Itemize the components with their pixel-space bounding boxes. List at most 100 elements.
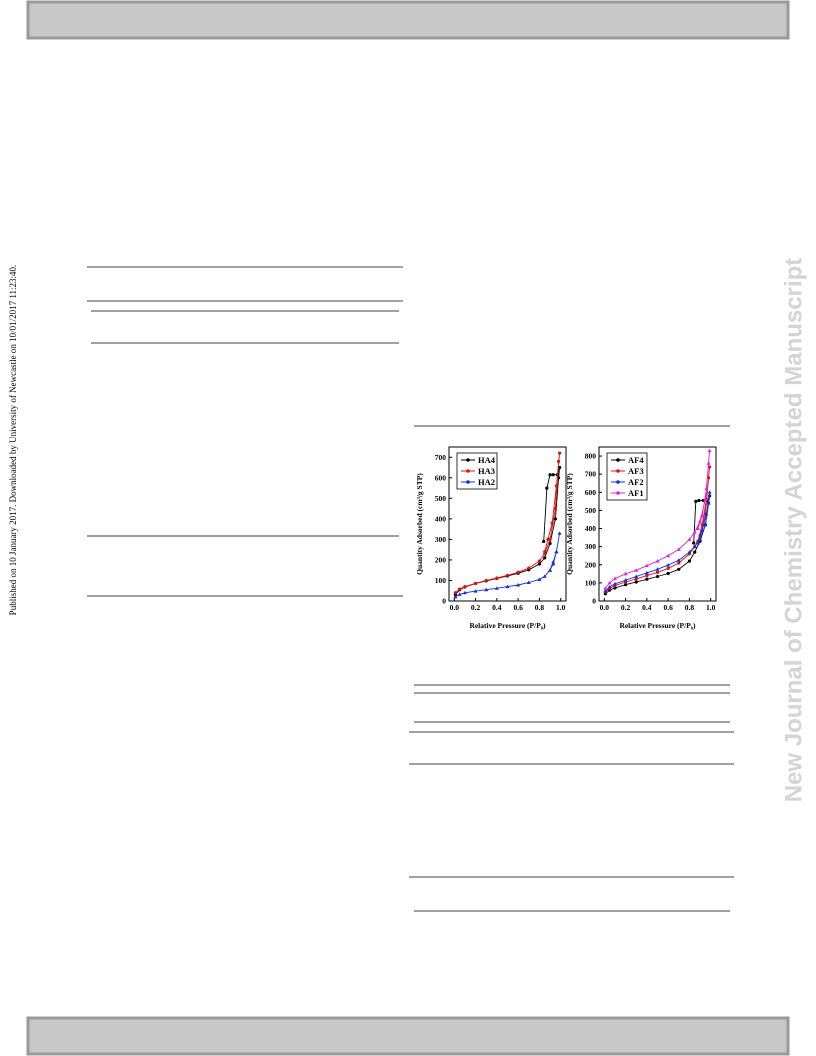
point [703,497,708,502]
point [484,578,488,583]
point [526,580,531,585]
x-tick-label: 0.2 [621,603,631,612]
point [634,568,639,572]
point [551,562,556,566]
point [706,501,711,505]
y-tick-label: 300 [435,535,447,544]
point [453,594,458,599]
point [676,558,681,562]
point [546,537,550,542]
point [695,541,700,545]
point [687,550,692,554]
point [693,550,697,554]
series-line [605,492,711,592]
point [623,578,628,582]
point [687,537,692,541]
point [494,586,499,590]
point [708,465,712,469]
legend-marker [466,480,470,484]
x-tick-label: 1.0 [556,603,566,612]
plot-frame [598,446,717,602]
y-tick-label: 500 [585,506,597,515]
point [463,585,467,589]
point [692,541,696,545]
point [695,526,700,531]
legend-label: AF4 [628,455,644,465]
point [612,576,617,580]
watermark: New Journal of Chemistry Accepted Manusc… [780,258,807,803]
point [551,473,555,477]
point [645,574,649,578]
point [505,584,510,589]
y-axis-label: Quantity Adsorbed (cm³/g STP) [415,473,424,575]
point [462,590,467,595]
series-line [605,466,711,593]
point [453,591,457,595]
legend-box [456,452,498,490]
point [607,580,612,585]
point [543,556,547,560]
y-tick-label: 700 [435,453,447,462]
y-tick-label: 100 [585,578,597,587]
x-tick-label: 0.6 [663,603,673,612]
y-tick-label: 500 [435,494,447,503]
point [554,549,559,554]
point [607,584,612,589]
x-tick-label: 1.0 [706,603,716,612]
table-rules [87,266,734,912]
x-tick-label: 0.4 [492,603,502,612]
point [473,589,478,593]
header-bar [26,0,790,40]
point [484,587,489,592]
point [666,566,670,570]
point [537,559,542,563]
point [537,562,542,566]
point [666,553,671,558]
point [457,592,462,596]
point [655,567,660,571]
point [551,559,556,564]
series-line [455,533,561,598]
point [645,577,649,581]
y-axis-label: Quantity Adsorbed (cm³/g STP) [565,473,574,575]
series-line [605,450,711,589]
point [542,539,546,544]
series-line [605,495,711,595]
point [558,465,562,470]
point [553,507,557,511]
point [603,586,608,590]
x-tick-label: 0.6 [513,603,523,612]
y-tick-label: 400 [585,524,597,533]
point [655,559,660,563]
point [644,570,649,575]
legend-marker [616,458,620,462]
point [677,561,681,565]
x-axis-label: Relative Pressure (P/P₀) [619,621,696,630]
point [698,537,703,541]
point [697,498,701,503]
point [634,574,639,579]
point [548,473,552,477]
point [537,577,542,581]
point [704,512,709,516]
legend-marker [616,469,620,473]
point [706,461,711,465]
point [692,530,697,534]
point [545,486,549,490]
point [623,571,628,576]
point [542,574,547,578]
legend-marker [466,458,470,462]
point [644,563,649,568]
legend-label: AF3 [628,466,644,476]
point [623,583,628,587]
point [543,550,547,554]
legend-label: HA3 [478,466,495,476]
point [553,517,557,521]
point [677,567,681,571]
y-tick-label: 600 [585,488,597,497]
point [612,581,617,586]
legend-marker [616,480,620,484]
point [666,571,670,576]
point [557,531,562,535]
